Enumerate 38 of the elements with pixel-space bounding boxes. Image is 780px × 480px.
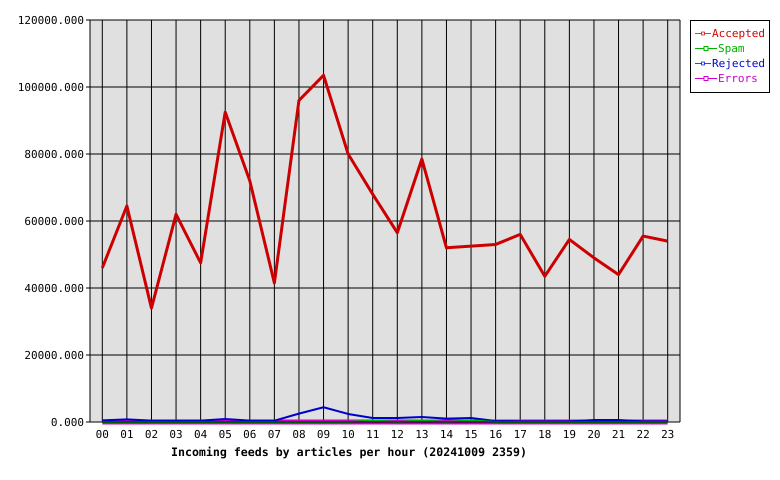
x-tick-label: 06	[243, 428, 256, 441]
x-tick-label: 20	[587, 428, 601, 441]
y-tick-label: 40000.000	[24, 282, 84, 295]
x-tick-label: 17	[514, 428, 527, 441]
x-tick-label: 05	[218, 428, 232, 441]
x-tick-label: 11	[366, 428, 380, 441]
x-tick-label: 12	[390, 428, 404, 441]
x-tick-label: 02	[144, 428, 158, 441]
line-series	[101, 406, 669, 422]
x-tick-label: 01	[120, 428, 134, 441]
x-tick-label: 16	[488, 428, 502, 441]
line-series	[100, 74, 670, 310]
legend-label: Rejected	[712, 57, 765, 70]
x-tick-label: 22	[636, 428, 650, 441]
x-tick-label: 04	[194, 428, 208, 441]
x-tick-label: 23	[661, 428, 674, 441]
x-tick-label: 07	[268, 428, 282, 441]
x-tick-label: 18	[538, 428, 552, 441]
x-tick-label: 10	[342, 428, 355, 441]
y-tick-label: 100000.000	[18, 80, 84, 94]
y-tick-label: 20000.000	[24, 348, 84, 362]
x-tick-label: 21	[612, 428, 626, 441]
x-tick-label: 03	[169, 428, 183, 441]
x-tick-label: 08	[292, 428, 306, 441]
x-tick-label: 00	[96, 428, 109, 441]
legend-label: Spam	[718, 42, 744, 55]
x-tick-label: 13	[415, 428, 428, 441]
x-tick-label: 15	[464, 428, 478, 441]
x-tick-label: 14	[440, 428, 454, 441]
x-tick-label: 19	[562, 428, 576, 441]
legend-label: Accepted	[712, 27, 765, 40]
y-tick-label: 120000.000	[18, 14, 84, 27]
legend-label: Errors	[718, 72, 758, 85]
x-axis-title: Incoming feeds by articles per hour (20241009 2359)	[171, 445, 527, 459]
y-tick-label: 0.000	[50, 416, 84, 429]
y-tick-label: 60000.000	[24, 214, 84, 228]
y-tick-label: 80000.000	[24, 148, 84, 161]
x-tick-label: 09	[316, 428, 330, 441]
